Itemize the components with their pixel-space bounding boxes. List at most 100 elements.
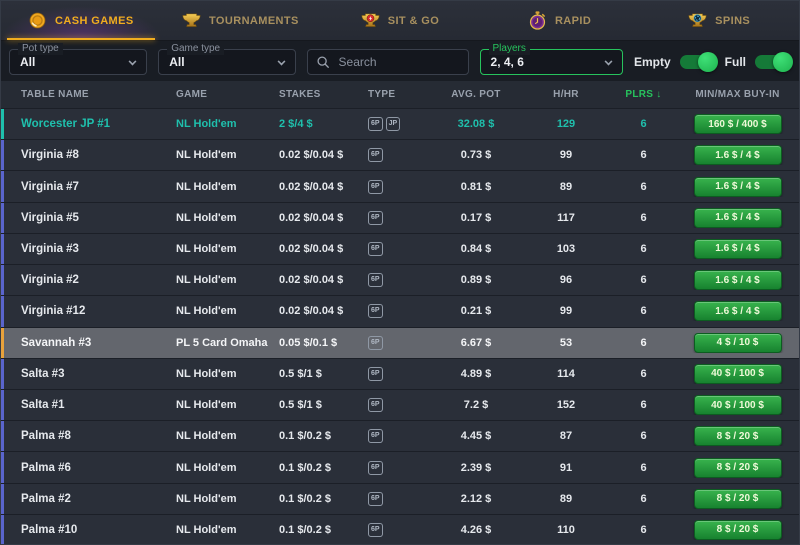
buyin-button[interactable]: 8 $ / 20 $ [693, 426, 782, 447]
type-cell: 6P [368, 366, 431, 381]
table-row[interactable]: Salta #3 NL Hold'em 0.5 $/1 $ 6P 4.89 $ … [1, 358, 799, 390]
buyin-button[interactable]: 1.6 $ / 4 $ [693, 301, 782, 322]
full-toggle[interactable] [755, 52, 793, 72]
row-accent-bar [1, 389, 4, 421]
avg-pot-cell: 0.73 $ [460, 149, 492, 162]
search-box[interactable] [306, 49, 469, 75]
hands-per-hour-cell: 110 [557, 523, 575, 536]
tab-spins[interactable]: SPINS [639, 1, 799, 40]
table-row[interactable]: Virginia #5 NL Hold'em 0.02 $/0.04 $ 6P … [1, 202, 799, 234]
players-count-cell: 6 [640, 367, 647, 380]
avg-pot-cell: 32.08 $ [457, 118, 495, 131]
tab-cash-games[interactable]: CASH GAMES [1, 1, 161, 40]
buyin-button[interactable]: 40 $ / 100 $ [693, 395, 782, 416]
avg-pot-cell: 7.2 $ [463, 399, 489, 412]
avg-pot-cell: 0.89 $ [460, 274, 492, 287]
stakes-cell: 0.5 $/1 $ [279, 367, 322, 380]
trophy-icon [182, 12, 201, 30]
game-cell: NL Hold'em [176, 149, 237, 162]
players-count-cell: 6 [640, 336, 647, 349]
buyin-button[interactable]: 1.6 $ / 4 $ [693, 238, 782, 259]
stopwatch-icon [528, 11, 547, 30]
type-cell: 6P [368, 491, 431, 506]
pot-type-label: Pot type [18, 43, 63, 55]
hands-per-hour-cell: 117 [557, 211, 575, 224]
players-count-cell: 6 [640, 430, 647, 443]
table-row[interactable]: Virginia #2 NL Hold'em 0.02 $/0.04 $ 6P … [1, 265, 799, 297]
header-buyin[interactable]: MIN/MAX BUY-IN [695, 89, 780, 100]
game-cell: PL 5 Card Omaha [176, 336, 268, 349]
table-type-badge: 6P [368, 241, 383, 256]
table-row[interactable]: Palma #8 NL Hold'em 0.1 $/0.2 $ 6P 4.45 … [1, 421, 799, 453]
avg-pot-cell: 0.81 $ [460, 180, 492, 193]
buyin-button[interactable]: 8 $ / 20 $ [693, 457, 782, 478]
pot-type-dropdown[interactable]: Pot type All [9, 43, 148, 75]
header-type[interactable]: TYPE [368, 89, 396, 100]
header-table-name[interactable]: TABLE NAME [21, 89, 89, 100]
tab-tournaments[interactable]: TOURNAMENTS [161, 1, 321, 40]
players-count-cell: 6 [640, 461, 647, 474]
buyin-button[interactable]: 8 $ / 20 $ [693, 488, 782, 509]
buyin-button[interactable]: 1.6 $ / 4 $ [693, 145, 782, 166]
tab-rapid[interactable]: RAPID [480, 1, 640, 40]
header-plrs[interactable]: PLRS ↓ [625, 89, 662, 100]
table-name-cell: Worcester JP #1 [21, 118, 111, 131]
table-name-cell: Virginia #8 [21, 149, 79, 162]
hands-per-hour-cell: 96 [559, 274, 573, 287]
table-name-cell: Virginia #3 [21, 242, 79, 255]
table-row[interactable]: Salta #1 NL Hold'em 0.5 $/1 $ 6P 7.2 $ 1… [1, 389, 799, 422]
row-accent-bar [1, 452, 4, 483]
buyin-button[interactable]: 4 $ / 10 $ [693, 332, 782, 353]
avg-pot-cell: 0.17 $ [460, 211, 492, 224]
table-row[interactable]: Savannah #3 PL 5 Card Omaha 0.05 $/0.1 $… [1, 327, 799, 359]
header-game[interactable]: GAME [176, 89, 208, 100]
buyin-button[interactable]: 1.6 $ / 4 $ [693, 207, 782, 228]
header-avg-pot[interactable]: AVG. POT [451, 89, 501, 100]
buyin-button[interactable]: 160 $ / 400 $ [693, 114, 782, 135]
row-accent-bar [1, 296, 4, 327]
hands-per-hour-cell: 129 [556, 118, 576, 131]
hands-per-hour-cell: 53 [559, 336, 573, 349]
players-count-cell: 6 [640, 523, 647, 536]
tab-sit-go[interactable]: SIT & GO [320, 1, 480, 40]
table-row[interactable]: Palma #10 NL Hold'em 0.1 $/0.2 $ 6P 4.26… [1, 514, 799, 544]
type-cell: 6P [368, 335, 431, 350]
row-accent-bar [1, 327, 4, 358]
hands-per-hour-cell: 87 [559, 430, 573, 443]
game-cell: NL Hold'em [176, 523, 237, 536]
empty-toggle[interactable] [679, 52, 718, 72]
search-input[interactable] [336, 54, 460, 70]
table-type-badge: 6P [368, 366, 383, 381]
header-hhr[interactable]: H/HR [553, 89, 579, 100]
row-accent-bar [1, 483, 4, 514]
type-cell: 6P [368, 179, 431, 194]
game-type-dropdown[interactable]: Game type All [158, 43, 296, 75]
buyin-button[interactable]: 1.6 $ / 4 $ [693, 176, 782, 197]
table-row[interactable]: Virginia #8 NL Hold'em 0.02 $/0.04 $ 6P … [1, 140, 799, 172]
type-cell: 6P [368, 148, 431, 163]
players-dropdown[interactable]: Players 2, 4, 6 [479, 43, 623, 75]
header-stakes[interactable]: STAKES [279, 89, 321, 100]
stakes-cell: 0.02 $/0.04 $ [279, 242, 344, 255]
table-row[interactable]: Palma #6 NL Hold'em 0.1 $/0.2 $ 6P 2.39 … [1, 452, 799, 484]
table-type-badge: 6P [368, 273, 383, 288]
buyin-button[interactable]: 1.6 $ / 4 $ [693, 270, 782, 291]
table-row[interactable]: Virginia #3 NL Hold'em 0.02 $/0.04 $ 6P … [1, 233, 799, 266]
sort-descending-icon: ↓ [656, 89, 662, 100]
type-cell: 6P [368, 398, 431, 413]
pot-type-value: All [20, 55, 36, 69]
row-accent-bar [1, 358, 4, 389]
table-type-badge: 6P [368, 460, 383, 475]
nav-tabs: CASH GAMES TOURNAMENTS SIT & GO RAPID SP… [1, 1, 799, 41]
buyin-button[interactable]: 40 $ / 100 $ [693, 363, 782, 384]
table-name-cell: Salta #1 [21, 399, 65, 412]
table-row[interactable]: Virginia #7 NL Hold'em 0.02 $/0.04 $ 6P … [1, 171, 799, 203]
table-type-badge: 6P [368, 148, 383, 163]
game-cell: NL Hold'em [176, 461, 237, 474]
table-row[interactable]: Virginia #12 NL Hold'em 0.02 $/0.04 $ 6P… [1, 296, 799, 328]
game-cell: NL Hold'em [176, 180, 237, 193]
table-row[interactable]: Palma #2 NL Hold'em 0.1 $/0.2 $ 6P 2.12 … [1, 483, 799, 515]
row-accent-bar [1, 514, 4, 544]
buyin-button[interactable]: 8 $ / 20 $ [693, 519, 782, 540]
table-row[interactable]: Worcester JP #1 NL Hold'em 2 $/4 $ 6P JP … [1, 109, 799, 141]
